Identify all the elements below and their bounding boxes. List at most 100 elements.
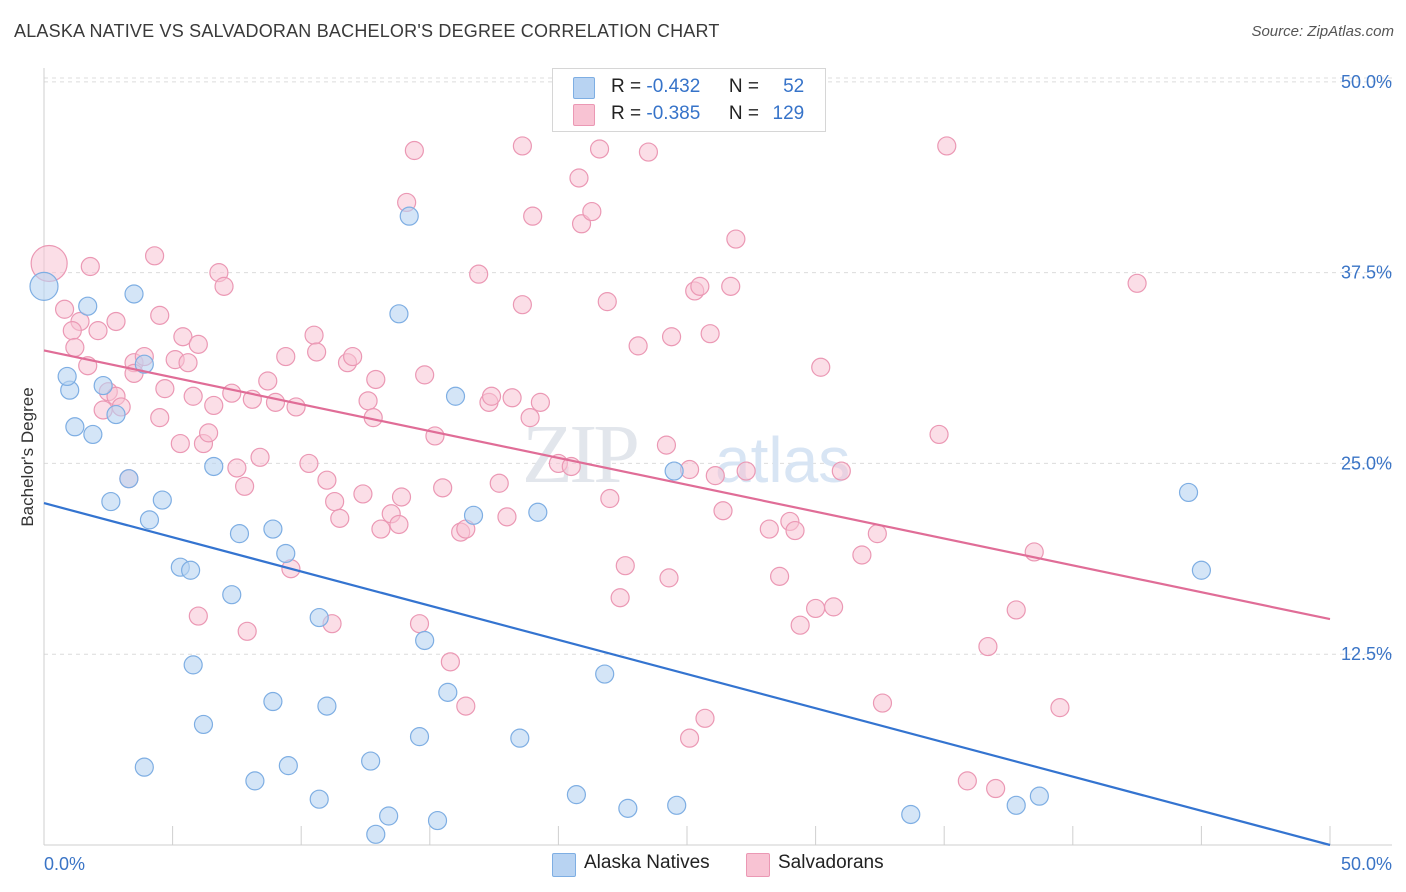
watermark: ZIP atlas: [522, 408, 850, 501]
alaska-natives-point: [415, 630, 435, 651]
salvadorans-point: [790, 615, 810, 635]
alaska-natives-point: [427, 810, 448, 831]
alaska-natives-points: [29, 206, 1212, 844]
salvadorans-point: [589, 139, 610, 159]
y-tick-label: 50.0%: [1341, 72, 1392, 92]
alaska-natives-point: [29, 271, 59, 301]
salvadorans-point: [183, 386, 203, 406]
alaska-natives-point: [366, 824, 386, 844]
salvadorans-point: [456, 696, 476, 716]
salvadorans-point: [831, 461, 851, 481]
salvadorans-point: [425, 426, 445, 446]
salvadorans-point: [805, 598, 826, 619]
salvadorans-point: [304, 325, 324, 345]
salvadorans-point: [986, 778, 1006, 799]
alaska-natives-point: [361, 751, 381, 771]
salvadorans-point: [659, 568, 679, 588]
chart-source: Source: ZipAtlas.com: [1251, 23, 1394, 40]
salvadorans-point: [1050, 698, 1070, 718]
alaska-natives-point: [57, 366, 77, 387]
salvadorans-point: [366, 369, 386, 390]
legend-n-value: 129: [772, 103, 805, 124]
alaska-natives-point: [445, 386, 466, 406]
salvadorans-point: [736, 461, 756, 481]
salvadorans-point: [178, 353, 198, 373]
alaska-natives-point: [106, 404, 126, 425]
salvadorans-point: [227, 458, 247, 478]
salvadorans-point: [695, 708, 715, 728]
alaska-natives-point: [309, 789, 329, 809]
alaska-natives-point: [134, 757, 154, 777]
alaska-natives-point: [134, 354, 154, 374]
salvadorans-point: [661, 327, 682, 347]
salvadorans-point: [371, 519, 391, 539]
salvadorans-point: [433, 478, 453, 498]
salvadorans-point: [811, 357, 831, 377]
salvadorans-point: [325, 491, 345, 512]
salvadorans-point: [265, 392, 286, 412]
alaska-natives-point: [78, 296, 98, 316]
salvadorans-point: [1006, 600, 1026, 620]
salvadorans-point: [615, 556, 635, 576]
alaska-natives-point: [409, 727, 430, 747]
alaska-natives-point: [379, 806, 399, 826]
watermark-atlas: atlas: [715, 424, 850, 496]
alaska-natives-point: [139, 510, 160, 530]
salvadorans-point: [502, 388, 522, 408]
salvadorans-point: [199, 423, 219, 443]
legend-r-value: -0.385: [646, 103, 701, 124]
salvadorans-point: [330, 508, 350, 528]
salvadorans-point: [250, 447, 270, 467]
salvadorans-point: [700, 324, 720, 344]
alaska-natives-point: [263, 691, 283, 712]
salvadorans-point: [656, 435, 677, 455]
bottom-legend-label: Alaska Natives: [584, 852, 710, 873]
salvadorans-point: [258, 371, 278, 391]
alaska-natives-point: [65, 417, 85, 437]
alaska-natives-point: [152, 490, 172, 510]
salvadorans-point: [769, 566, 790, 586]
alaska-natives-point: [389, 304, 409, 324]
y-tick-label: 37.5%: [1341, 263, 1392, 283]
salvadorans-point: [726, 229, 746, 249]
tick-labels: 12.5% 25.0% 37.5% 50.0% 0.0% 50.0%: [44, 72, 1392, 874]
alaska-natives-point: [119, 469, 139, 489]
salvadorans-point: [80, 256, 100, 277]
salvadorans-point: [957, 771, 977, 791]
salvadorans-point: [235, 476, 255, 496]
alaska-natives-point: [901, 804, 921, 825]
salvadorans-point: [150, 305, 170, 325]
alaska-natives-point: [278, 756, 298, 776]
salvadorans-point: [404, 140, 424, 161]
alaska-natives-point: [309, 607, 329, 628]
salvadorans-point: [867, 524, 887, 544]
salvadorans-point: [299, 453, 319, 474]
alaska-natives-point: [193, 714, 214, 735]
axes: [43, 68, 1392, 846]
bottom-legend-swatch-pink: [746, 853, 770, 877]
salvadorans-point: [523, 206, 543, 226]
salvadorans-points: [30, 136, 1147, 799]
salvadorans-point: [571, 214, 592, 234]
salvadorans-point: [600, 488, 620, 509]
salvadorans-point: [409, 614, 430, 634]
salvadorans-point: [276, 346, 296, 367]
legend-swatch-blue: [573, 77, 595, 99]
salvadorans-point: [512, 295, 532, 315]
salvadorans-point: [144, 246, 165, 266]
salvadorans-point: [713, 501, 733, 521]
legend-r-label: R =: [611, 103, 642, 124]
alaska-natives-point: [667, 795, 687, 815]
salvadorans-point: [106, 311, 126, 332]
salvadorans-point: [440, 652, 460, 672]
alaska-natives-point: [1029, 786, 1049, 806]
salvadorans-point: [204, 395, 224, 416]
alaska-natives-point: [222, 585, 242, 605]
legend-n-value: 52: [783, 76, 805, 97]
salvadorans-point: [469, 264, 489, 284]
alaska-natives-point: [528, 502, 548, 522]
salvadorans-point: [88, 321, 108, 341]
alaska-natives-point: [1006, 795, 1026, 815]
salvadorans-point: [610, 588, 630, 608]
